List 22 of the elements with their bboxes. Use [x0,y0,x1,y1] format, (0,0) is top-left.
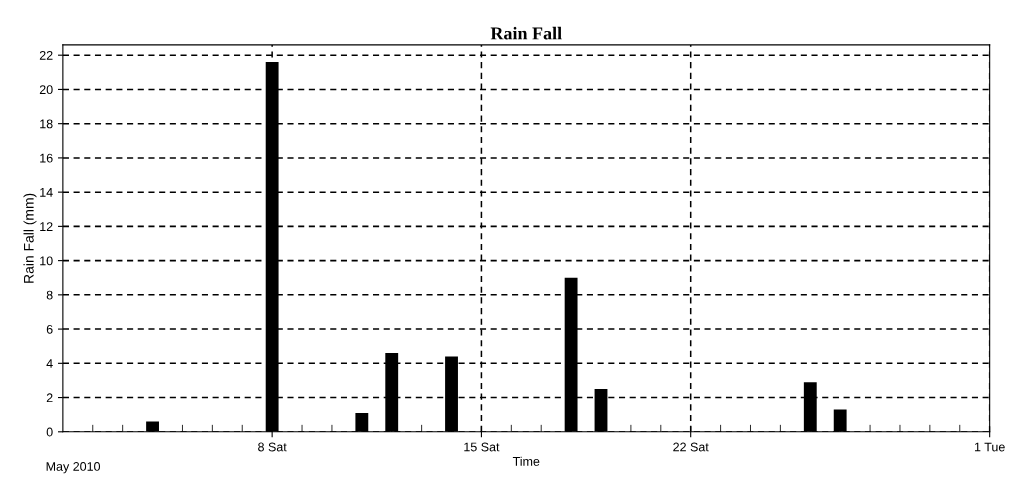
y-tick-label: 20 [39,85,53,95]
x-tick-label: 22 Sat [673,442,709,452]
y-tick-label: 10 [40,256,53,266]
y-tick-label: 4 [46,359,53,368]
y-tick-label: 6 [46,324,53,334]
y-axis-title: Rain Fall (mm) [23,193,37,283]
text: May 2010 [46,462,101,474]
bar [833,409,847,432]
chart-title: Rain Fall [490,26,562,40]
y-tick-label: 14 [40,188,53,197]
x-tick-label: 1 Tue [974,442,1005,452]
y-tick-label: 16 [40,153,53,163]
y-tick-label: 12 [40,222,53,231]
x-axis-title: Time [512,456,540,466]
y-tick-label: 0 [46,427,53,437]
x-tick-label: 8 Sat [258,442,287,452]
y-tick-label: 8 [46,290,53,300]
x-tick-label: 15 Sat [464,442,500,452]
bar [355,412,369,432]
y-tick-label: 22 [39,50,53,60]
y-tick-label: 2 [46,393,53,403]
y-tick-label: 18 [40,119,53,129]
